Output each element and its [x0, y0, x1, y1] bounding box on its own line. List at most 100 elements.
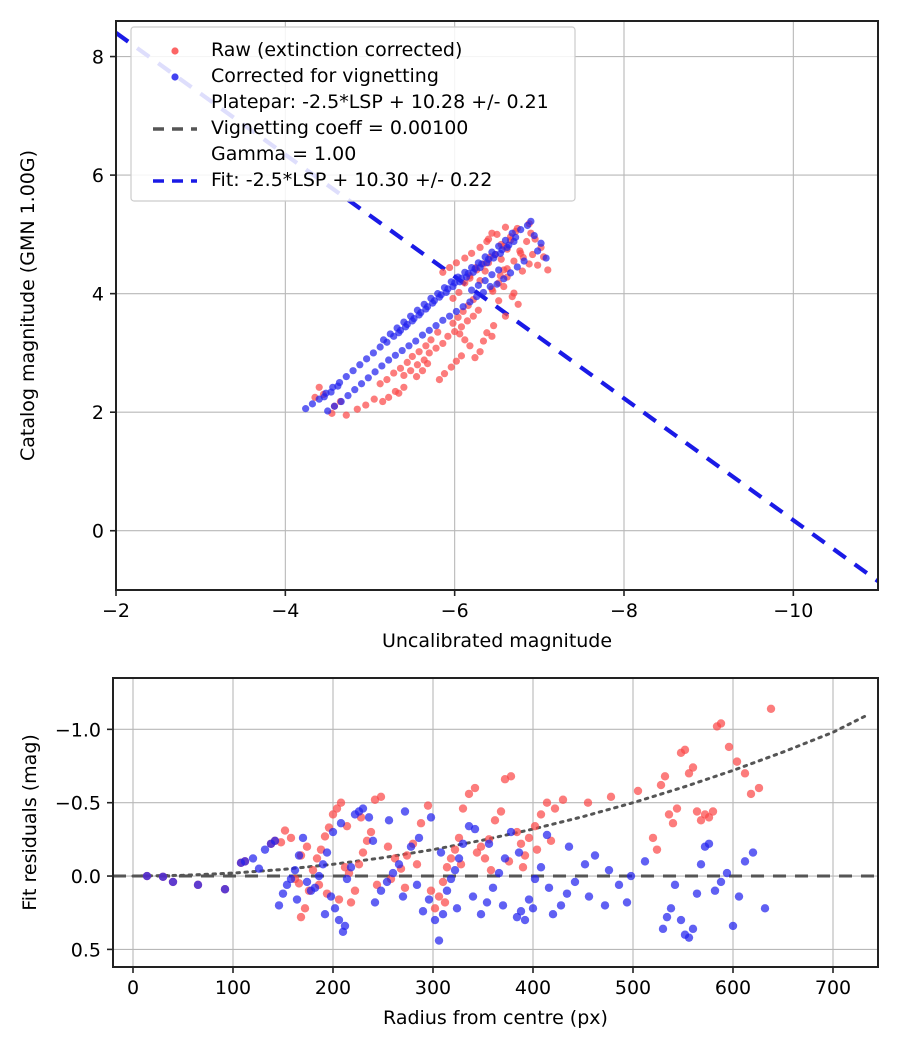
data-point: [376, 886, 386, 895]
data-point: [278, 889, 288, 898]
data-point: [652, 845, 662, 854]
data-point: [342, 874, 352, 884]
data-point: [440, 370, 449, 378]
data-point: [324, 407, 332, 415]
data-point: [400, 383, 408, 391]
y-tick-label: −1.0: [55, 719, 101, 741]
data-point: [510, 237, 518, 246]
data-point: [517, 249, 525, 257]
axes-photometric-calibration-plot: −2 −4 −6 −8 −10 0 2 4 6 8 Uncalibrated magnitude Ca…: [17, 20, 879, 652]
data-point: [452, 259, 460, 267]
data-point: [385, 393, 393, 401]
data-point: [351, 386, 359, 394]
data-point: [158, 872, 168, 881]
data-point: [298, 833, 308, 843]
data-point: [376, 343, 384, 351]
data-point: [748, 848, 758, 857]
data-point: [484, 839, 494, 848]
data-point: [368, 836, 378, 846]
series-corrected: [302, 217, 550, 415]
data-point: [662, 912, 672, 922]
legend-label: Corrected for vignetting: [211, 65, 439, 87]
data-point: [412, 337, 420, 345]
data-point: [260, 845, 270, 854]
data-point: [422, 342, 430, 350]
data-point: [390, 369, 398, 377]
data-point: [562, 889, 572, 898]
data-point: [666, 904, 676, 913]
data-point: [364, 374, 372, 382]
data-point: [452, 357, 460, 365]
data-point: [430, 915, 440, 925]
data-point: [513, 263, 521, 271]
data-point: [346, 898, 356, 907]
data-point: [462, 273, 471, 281]
data-point: [382, 877, 392, 887]
data-point: [474, 306, 482, 314]
data-point: [427, 336, 435, 344]
data-point: [537, 239, 545, 247]
data-point: [193, 880, 203, 890]
data-point: [383, 842, 393, 851]
plot-frame: [115, 20, 879, 591]
data-point: [336, 819, 346, 828]
data-point: [270, 836, 280, 846]
data-point: [483, 259, 491, 267]
data-point: [626, 871, 636, 881]
data-point: [528, 250, 537, 259]
data-point: [668, 819, 678, 828]
x-tick-label: −8: [610, 600, 638, 622]
ticks: 0 100 200 300 400 500 600 700 0.5 0.0 −0.5 −1.0: [55, 719, 851, 999]
data-point: [716, 719, 726, 728]
data-point: [220, 885, 230, 894]
x-tick-label: 400: [515, 977, 551, 999]
x-tick-label: 200: [315, 977, 351, 999]
y-tick-label: 0: [92, 521, 104, 543]
data-point: [490, 322, 498, 330]
data-point: [290, 865, 300, 875]
y-tick-label: 0.5: [71, 939, 101, 961]
data-point: [716, 877, 726, 887]
data-point: [370, 395, 378, 403]
data-point: [294, 851, 304, 860]
data-point: [407, 367, 415, 375]
data-point: [248, 854, 258, 863]
data-point: [527, 217, 535, 225]
data-point: [474, 281, 482, 289]
data-point: [528, 904, 538, 913]
data-point: [414, 833, 424, 843]
data-point: [280, 826, 290, 835]
data-point: [722, 868, 732, 878]
data-point: [432, 344, 440, 352]
data-point: [354, 860, 364, 869]
data-point: [312, 854, 322, 863]
data-point: [376, 792, 386, 802]
ticks: −2 −4 −6 −8 −10 0 2 4 6 8: [92, 47, 813, 622]
series-corrected: [142, 804, 770, 945]
data-point: [326, 892, 336, 901]
data-point: [532, 845, 542, 854]
data-point: [336, 798, 346, 807]
data-point: [766, 704, 776, 714]
y-tick-label: 4: [92, 284, 104, 306]
data-point: [363, 355, 371, 363]
data-point: [383, 375, 391, 384]
x-tick-label: 700: [815, 977, 851, 999]
data-point: [449, 294, 457, 302]
data-point: [434, 936, 444, 945]
data-point: [640, 857, 650, 866]
data-point: [168, 877, 178, 887]
data-point: [426, 886, 436, 895]
data-layer: [116, 31, 878, 583]
data-point: [456, 330, 464, 338]
data-point: [480, 854, 490, 863]
data-point: [330, 904, 340, 913]
data-point: [486, 865, 496, 875]
axis-spines: [112, 677, 879, 968]
data-point: [296, 912, 306, 922]
data-point: [500, 282, 508, 291]
data-point: [328, 810, 338, 819]
data-point: [412, 880, 422, 890]
data-point: [434, 892, 444, 901]
data-point: [514, 300, 522, 308]
